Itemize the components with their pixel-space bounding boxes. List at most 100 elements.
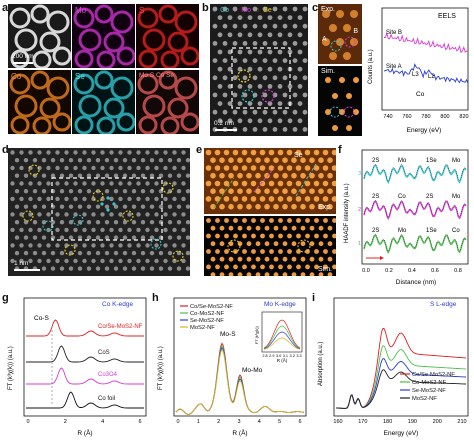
lattice-atom [212,75,218,81]
lattice-atom [68,189,74,194]
lattice-atom [28,243,33,248]
lattice-atom [28,258,33,264]
lattice-atom [318,188,324,194]
lattice-atom [302,23,308,29]
lattice-atom [224,218,229,223]
lattice-atom [233,233,238,239]
lattice-atom [131,158,137,163]
lattice-atom [205,196,212,202]
lattice-atom [224,249,229,254]
lattice-atom [302,58,308,63]
lattice-atom [32,158,38,163]
lattice-atom [242,75,248,81]
lattice-atom [219,225,225,231]
lattice-atom [242,249,247,254]
lattice-atom [181,196,186,202]
lattice-atom [237,32,243,38]
lattice-atom [167,250,173,256]
lattice-atom [282,272,288,276]
lattice-atom [232,23,238,29]
lattice-atom [127,165,132,171]
scalebar-a [13,62,33,64]
lattice-atom [64,227,69,233]
g-x-tick: 6 [138,419,141,425]
lattice-atom [250,180,257,187]
lattice-atom [292,92,298,98]
lattice-atom [14,173,20,178]
lattice-atom [219,188,225,194]
lattice-atom [277,66,283,72]
lattice-atom [95,158,101,163]
lattice-atom [154,258,159,264]
lattice-atom [322,196,329,202]
lattice-atom [140,250,146,256]
lattice-atom [232,92,238,98]
panel-letter-i: i [312,292,316,304]
co-edge-label: Co [416,91,425,98]
lattice-atom [37,212,42,217]
lattice-atom [140,220,146,225]
lattice-atom [318,225,324,231]
g-x-axis-label: R (Å) [77,428,92,437]
lattice-atom [214,149,221,156]
lattice-atom [118,150,123,155]
lattice-atom [257,66,263,72]
lattice-atom [242,58,248,63]
lattice-atom [259,196,266,202]
panel-g-co-exafs-chart: Co K-edge Co-S Co/Se-MoS2-NF CoS Co3O4 Co f… [8,297,147,437]
lattice-atom [219,157,225,163]
lattice-atom [259,165,266,171]
lattice-atom [145,212,150,217]
lattice-atom [32,189,38,194]
lattice-atom [158,250,164,256]
profile-fit-line [363,200,467,221]
lattice-atom [257,84,263,89]
lattice-atom [273,188,279,194]
lattice-atom [252,75,258,81]
lattice-atom [212,92,218,98]
lattice-atom [23,189,29,194]
lattice-atom [246,188,252,194]
g-x-tick: 2 [64,419,67,425]
lattice-atom [292,58,298,63]
lattice-atom [297,66,303,72]
lattice-atom [215,233,220,239]
lattice-atom [14,235,20,240]
lattice-atom [55,181,60,186]
lattice-atom [257,49,263,55]
lattice-atom [154,227,159,233]
lattice-atom [291,256,297,262]
g-y-axis-label: FT (k³χ(k)) (a.u.) [8,346,14,390]
lattice-atom [176,220,182,225]
h-inset-x-tick: 3.1 [283,354,288,358]
lattice-atom [59,189,65,194]
lattice-atom [282,172,288,179]
lattice-atom [185,220,190,225]
lattice-atom [14,158,20,163]
profile-atom-label: Co [398,194,406,200]
h-x-tick: 5 [278,419,281,425]
lattice-atom [100,258,105,264]
lattice-atom [104,220,110,225]
co-exafs-trace [26,391,144,409]
lattice-atom [222,58,228,63]
lattice-atom [55,212,60,217]
lattice-atom [127,258,132,264]
overlay-map-tile: Mo S Co Se [136,70,199,134]
lattice-atom [228,272,234,276]
lattice-atom [136,150,141,155]
lattice-atom [212,58,218,63]
lattice-atom [228,225,234,231]
lattice-atom [277,180,284,187]
lattice-atom [255,157,261,163]
lattice-atom [91,181,96,186]
lattice-atom [228,172,234,179]
lattice-atom [28,181,33,186]
lattice-atom [167,173,173,178]
lattice-atom [140,173,146,178]
lattice-atom [233,264,238,270]
lattice-atom [154,165,159,171]
lattice-atom [318,241,324,247]
lattice-atom [145,243,150,248]
co-s-peak-label: Co-S [34,315,49,322]
